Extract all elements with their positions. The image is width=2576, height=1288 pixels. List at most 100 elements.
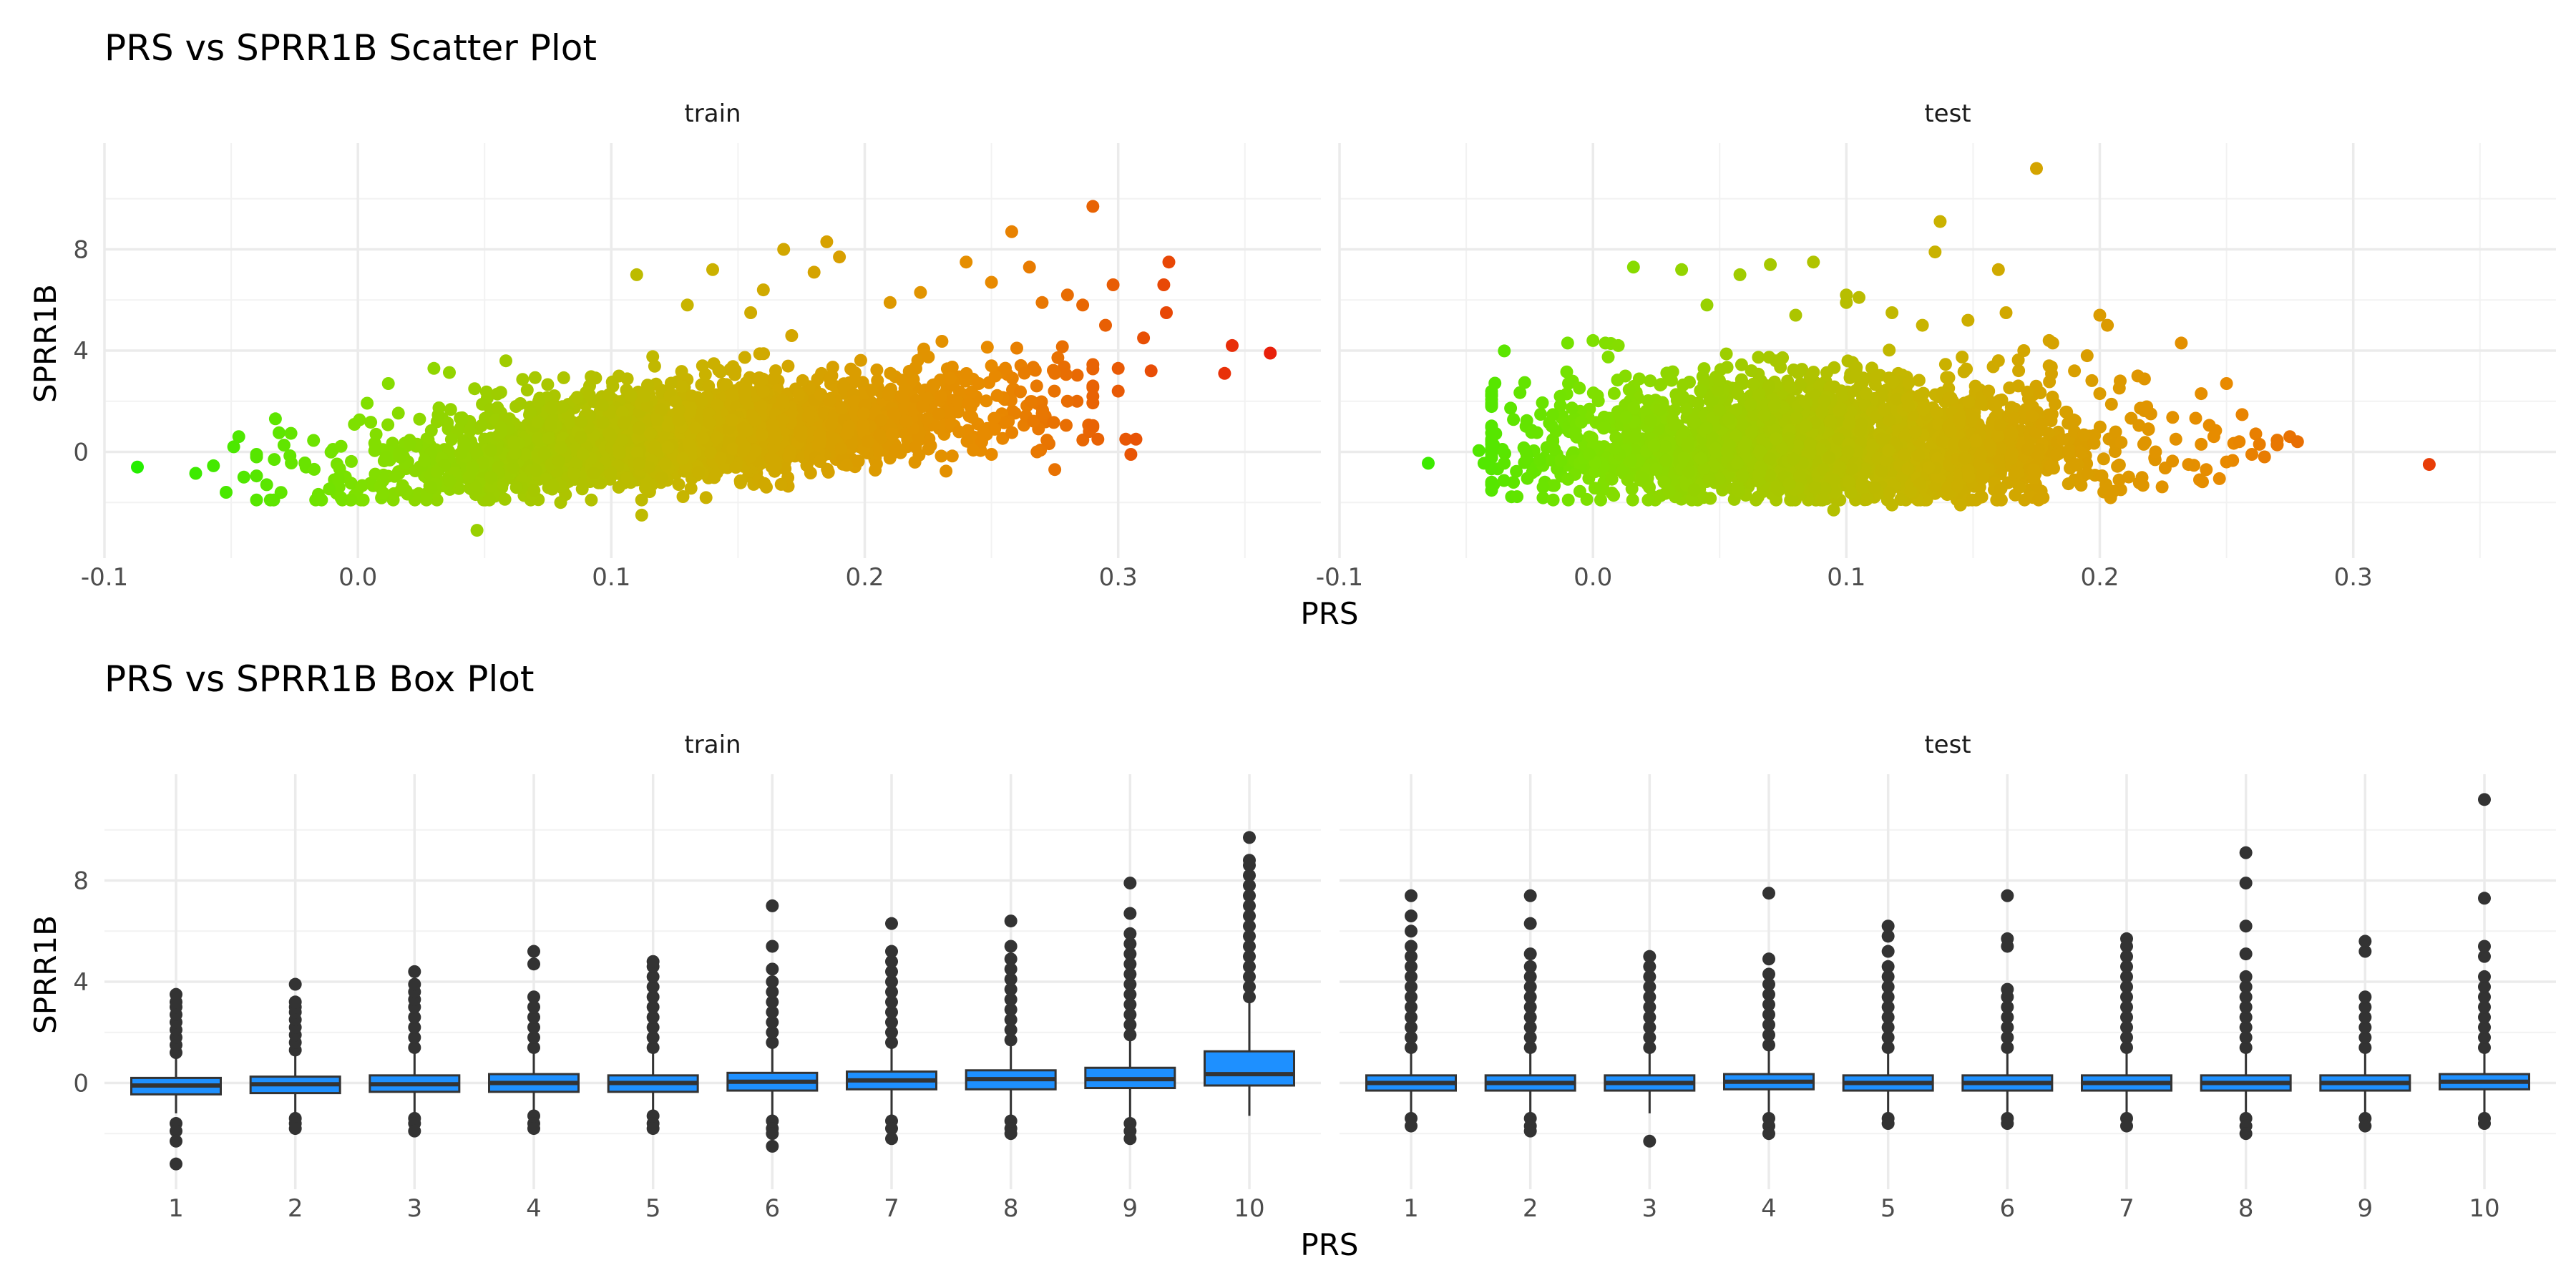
scatter-point	[1588, 482, 1601, 495]
scatter-point	[1507, 413, 1521, 426]
scatter-point	[1111, 361, 1125, 375]
scatter-point	[884, 366, 897, 380]
scatter-point	[268, 453, 281, 467]
scatter-point	[1601, 350, 1615, 364]
scatter-point	[710, 431, 723, 444]
scatter-point	[871, 374, 884, 387]
scatter-point	[857, 407, 870, 421]
scatter-point	[298, 457, 312, 469]
scatter-point	[1157, 278, 1171, 291]
scatter-point	[833, 250, 847, 264]
scatter-point	[2140, 400, 2154, 414]
scatter-point	[695, 394, 708, 408]
scatter-point	[544, 418, 557, 431]
scatter-point	[988, 369, 1002, 383]
scatter-point	[1792, 366, 1805, 380]
scatter-point	[531, 415, 545, 429]
scatter-point	[769, 364, 782, 378]
scatter-point	[494, 421, 507, 434]
scatter-point	[597, 416, 610, 430]
scatter-point	[980, 394, 993, 408]
scatter-point	[734, 476, 747, 489]
scatter-point	[2114, 374, 2127, 388]
scatter-point	[655, 471, 668, 484]
scatter-point	[1030, 379, 1043, 393]
scatter-point	[1902, 376, 1916, 389]
scatter-point	[470, 447, 484, 460]
scatter-point	[725, 387, 738, 401]
scatter-point	[1762, 379, 1776, 393]
scatter-point	[260, 478, 273, 492]
scatter-point	[267, 493, 280, 507]
scatter-point	[1536, 480, 1550, 494]
scatter-point	[2062, 477, 2075, 491]
scatter-point	[605, 375, 619, 389]
scatter-point	[820, 235, 834, 248]
scatter-point	[714, 452, 728, 465]
scatter-point	[651, 414, 664, 427]
scatter-point	[1162, 255, 1176, 269]
scatter-point	[530, 464, 542, 477]
scatter-point	[2202, 419, 2216, 432]
scatter-panel-train	[103, 143, 1321, 558]
scatter-point	[602, 388, 616, 401]
scatter-point	[960, 367, 973, 380]
scatter-point	[807, 265, 821, 279]
scatter-point	[541, 378, 555, 391]
scatter-point	[874, 414, 888, 427]
scatter-point	[555, 441, 567, 454]
scatter-point	[527, 484, 541, 497]
scatter-strip-train: train	[684, 99, 741, 128]
scatter-point	[882, 388, 895, 401]
scatter-point	[908, 455, 922, 469]
scatter-point	[1060, 394, 1074, 408]
scatter-point	[507, 461, 520, 474]
scatter-point	[1051, 351, 1065, 364]
scatter-point	[507, 436, 521, 449]
scatter-point	[368, 444, 381, 457]
scatter-point	[585, 493, 598, 507]
scatter-point	[987, 411, 1001, 425]
scatter-point	[388, 469, 401, 483]
scatter-point	[624, 389, 638, 402]
scatter-point	[620, 471, 634, 484]
scatter-point	[1035, 296, 1049, 309]
scatter-point	[1625, 482, 1639, 496]
scatter-point	[764, 452, 777, 465]
scatter-point	[985, 448, 998, 461]
scatter-point	[466, 461, 479, 474]
scatter-point	[738, 393, 752, 406]
scatter-point	[914, 286, 927, 299]
scatter-point	[985, 275, 998, 289]
scatter-point	[899, 414, 913, 428]
scatter-point	[537, 447, 551, 460]
scatter-point	[2059, 405, 2073, 419]
scatter-point	[1938, 358, 1952, 371]
scatter-point	[1218, 366, 1231, 380]
scatter-point	[996, 431, 1010, 445]
scatter-point	[348, 418, 361, 431]
scatter-point	[1842, 475, 1855, 489]
scatter-point	[646, 350, 660, 364]
scatter-point	[1534, 408, 1548, 421]
scatter-point	[2193, 473, 2206, 487]
scatter-point	[1565, 401, 1579, 415]
scatter-point	[1511, 490, 1524, 504]
scatter-point	[980, 341, 994, 354]
scatter-point	[813, 428, 826, 441]
scatter-point	[237, 470, 250, 484]
scatter-point	[523, 406, 537, 419]
scatter-point	[333, 462, 346, 475]
scatter-point	[430, 465, 444, 479]
scatter-point	[616, 406, 629, 419]
scatter-point	[587, 467, 600, 480]
scatter-point	[655, 403, 668, 416]
scatter-point	[934, 389, 947, 403]
scatter-point	[644, 426, 657, 440]
scatter-point	[824, 431, 837, 444]
scatter-point	[935, 335, 949, 348]
scatter-point	[2099, 478, 2113, 492]
scatter-point	[1160, 306, 1173, 319]
scatter-point	[887, 406, 901, 420]
